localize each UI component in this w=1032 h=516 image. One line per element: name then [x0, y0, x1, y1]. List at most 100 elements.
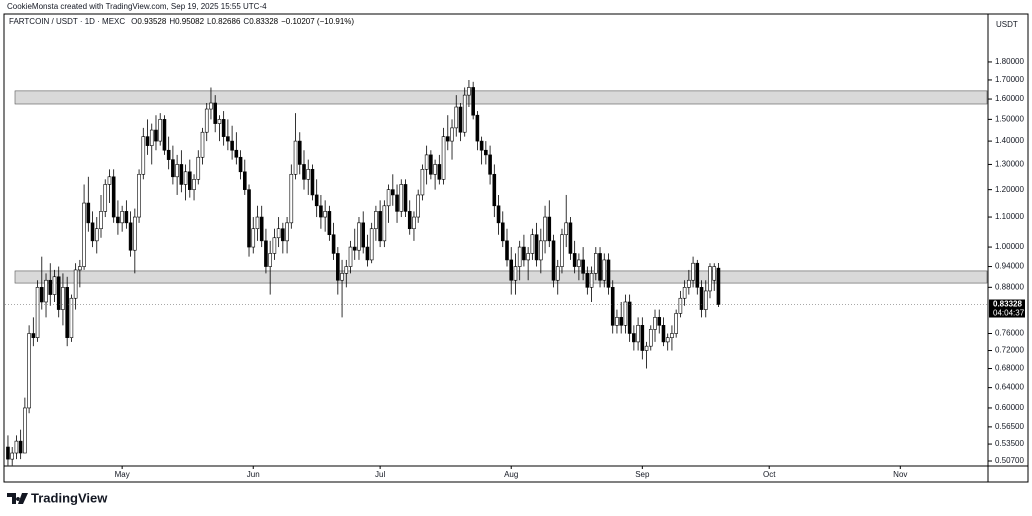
- candle-body: [361, 222, 366, 248]
- zone: [14, 90, 988, 105]
- candle-body: [627, 301, 632, 334]
- candle-body: [568, 222, 573, 254]
- candle-body: [56, 276, 61, 310]
- candle-body: [209, 102, 213, 110]
- candle-body: [200, 131, 205, 158]
- candle-body: [462, 94, 467, 133]
- candle-body: [166, 149, 171, 160]
- y-tick-label: 1.60000: [995, 94, 1024, 103]
- candle-body: [488, 154, 492, 175]
- y-tick-label: 1.70000: [995, 75, 1024, 84]
- y-tick-label: 0.76000: [995, 329, 1024, 338]
- logo-text: TradingView: [31, 490, 108, 505]
- candle-body: [661, 325, 666, 343]
- candle-body: [496, 205, 501, 224]
- candle-body: [420, 169, 425, 196]
- candle-body: [82, 202, 86, 267]
- candle-body: [281, 228, 285, 242]
- candle-body: [543, 216, 547, 242]
- candle-body: [407, 211, 412, 230]
- candle-body: [551, 240, 556, 281]
- candle-body: [340, 273, 344, 281]
- candle-body: [623, 301, 628, 326]
- candle-body: [594, 253, 598, 274]
- candle-body: [154, 129, 158, 142]
- candle-body: [306, 169, 311, 180]
- y-tick-label: 1.20000: [995, 185, 1024, 194]
- candle-body: [141, 136, 146, 175]
- candle-body: [48, 279, 53, 295]
- candle-body: [23, 407, 27, 454]
- y-tick-label: 0.88000: [995, 282, 1024, 291]
- candle-body: [314, 194, 319, 207]
- candle-body: [188, 171, 192, 190]
- candle-body: [162, 119, 167, 151]
- candle-body: [716, 267, 721, 305]
- candle-body: [242, 171, 247, 190]
- candle-body: [547, 216, 552, 242]
- candle-body: [678, 297, 683, 314]
- candle-body: [217, 119, 222, 124]
- candle-body: [73, 269, 78, 299]
- candle-body: [619, 317, 623, 326]
- frame: [3, 13, 1029, 483]
- candle-body: [196, 156, 201, 180]
- candle-body: [61, 287, 65, 310]
- candle-body: [137, 173, 141, 218]
- candle-body: [699, 287, 704, 310]
- ohlc-letter: L: [207, 17, 212, 26]
- candle-body: [145, 136, 150, 146]
- change: −0.10207 (−10.91%): [281, 17, 354, 26]
- candle-body: [509, 259, 514, 281]
- candle-body: [610, 287, 615, 326]
- plot: 1.80000 1.70000 1.60000 1.50000 1.40000 1.300…: [5, 57, 1025, 479]
- candle-body: [14, 440, 19, 454]
- candle-body: [606, 259, 611, 288]
- candle-body: [192, 179, 196, 190]
- candle-body: [475, 114, 480, 142]
- candle-body: [230, 140, 234, 151]
- y-tick-label: 0.94000: [995, 262, 1024, 271]
- candle-body: [687, 279, 691, 288]
- x-tick-label: Jun: [247, 470, 260, 479]
- candle-body: [264, 240, 268, 267]
- candle-body: [602, 259, 607, 281]
- candle-body: [399, 184, 404, 212]
- candle-body: [492, 173, 497, 207]
- candle-body: [691, 262, 695, 281]
- candle-body: [500, 222, 505, 242]
- candle-body: [534, 234, 539, 261]
- y-tick-label: 0.60000: [995, 403, 1024, 412]
- candle-body: [471, 87, 475, 116]
- candle-body: [35, 287, 40, 338]
- candle-body: [572, 253, 577, 267]
- candle-body: [437, 164, 442, 180]
- candle-body: [327, 211, 332, 236]
- y-tick-label: 1.50000: [995, 114, 1024, 123]
- attribution: CookieMonsta created with TradingView.co…: [7, 2, 267, 11]
- candle-body: [44, 279, 48, 303]
- candle-body: [365, 246, 370, 261]
- candle-body: [204, 108, 209, 133]
- candle-body: [226, 136, 230, 142]
- candle-body: [31, 333, 36, 338]
- candle-body: [615, 317, 619, 326]
- candle-body: [238, 156, 243, 173]
- candle-body: [27, 333, 31, 409]
- candle-body: [479, 140, 484, 151]
- candle-body: [505, 240, 509, 261]
- candle-body: [276, 228, 281, 239]
- y-tick-label: 1.10000: [995, 212, 1024, 221]
- candle-body: [632, 333, 636, 343]
- x-tick-label: Aug: [504, 470, 518, 479]
- candle-body: [158, 119, 163, 142]
- candle-body: [585, 273, 590, 288]
- ohlc-value: 0.93528: [137, 17, 166, 26]
- candle-body: [386, 189, 391, 207]
- ohlc-letter: H: [169, 17, 175, 26]
- candle-body: [484, 149, 488, 156]
- candle-body: [120, 211, 124, 224]
- candle-body: [445, 136, 450, 142]
- candle-body: [179, 164, 184, 185]
- x-tick-label: Jul: [375, 470, 385, 479]
